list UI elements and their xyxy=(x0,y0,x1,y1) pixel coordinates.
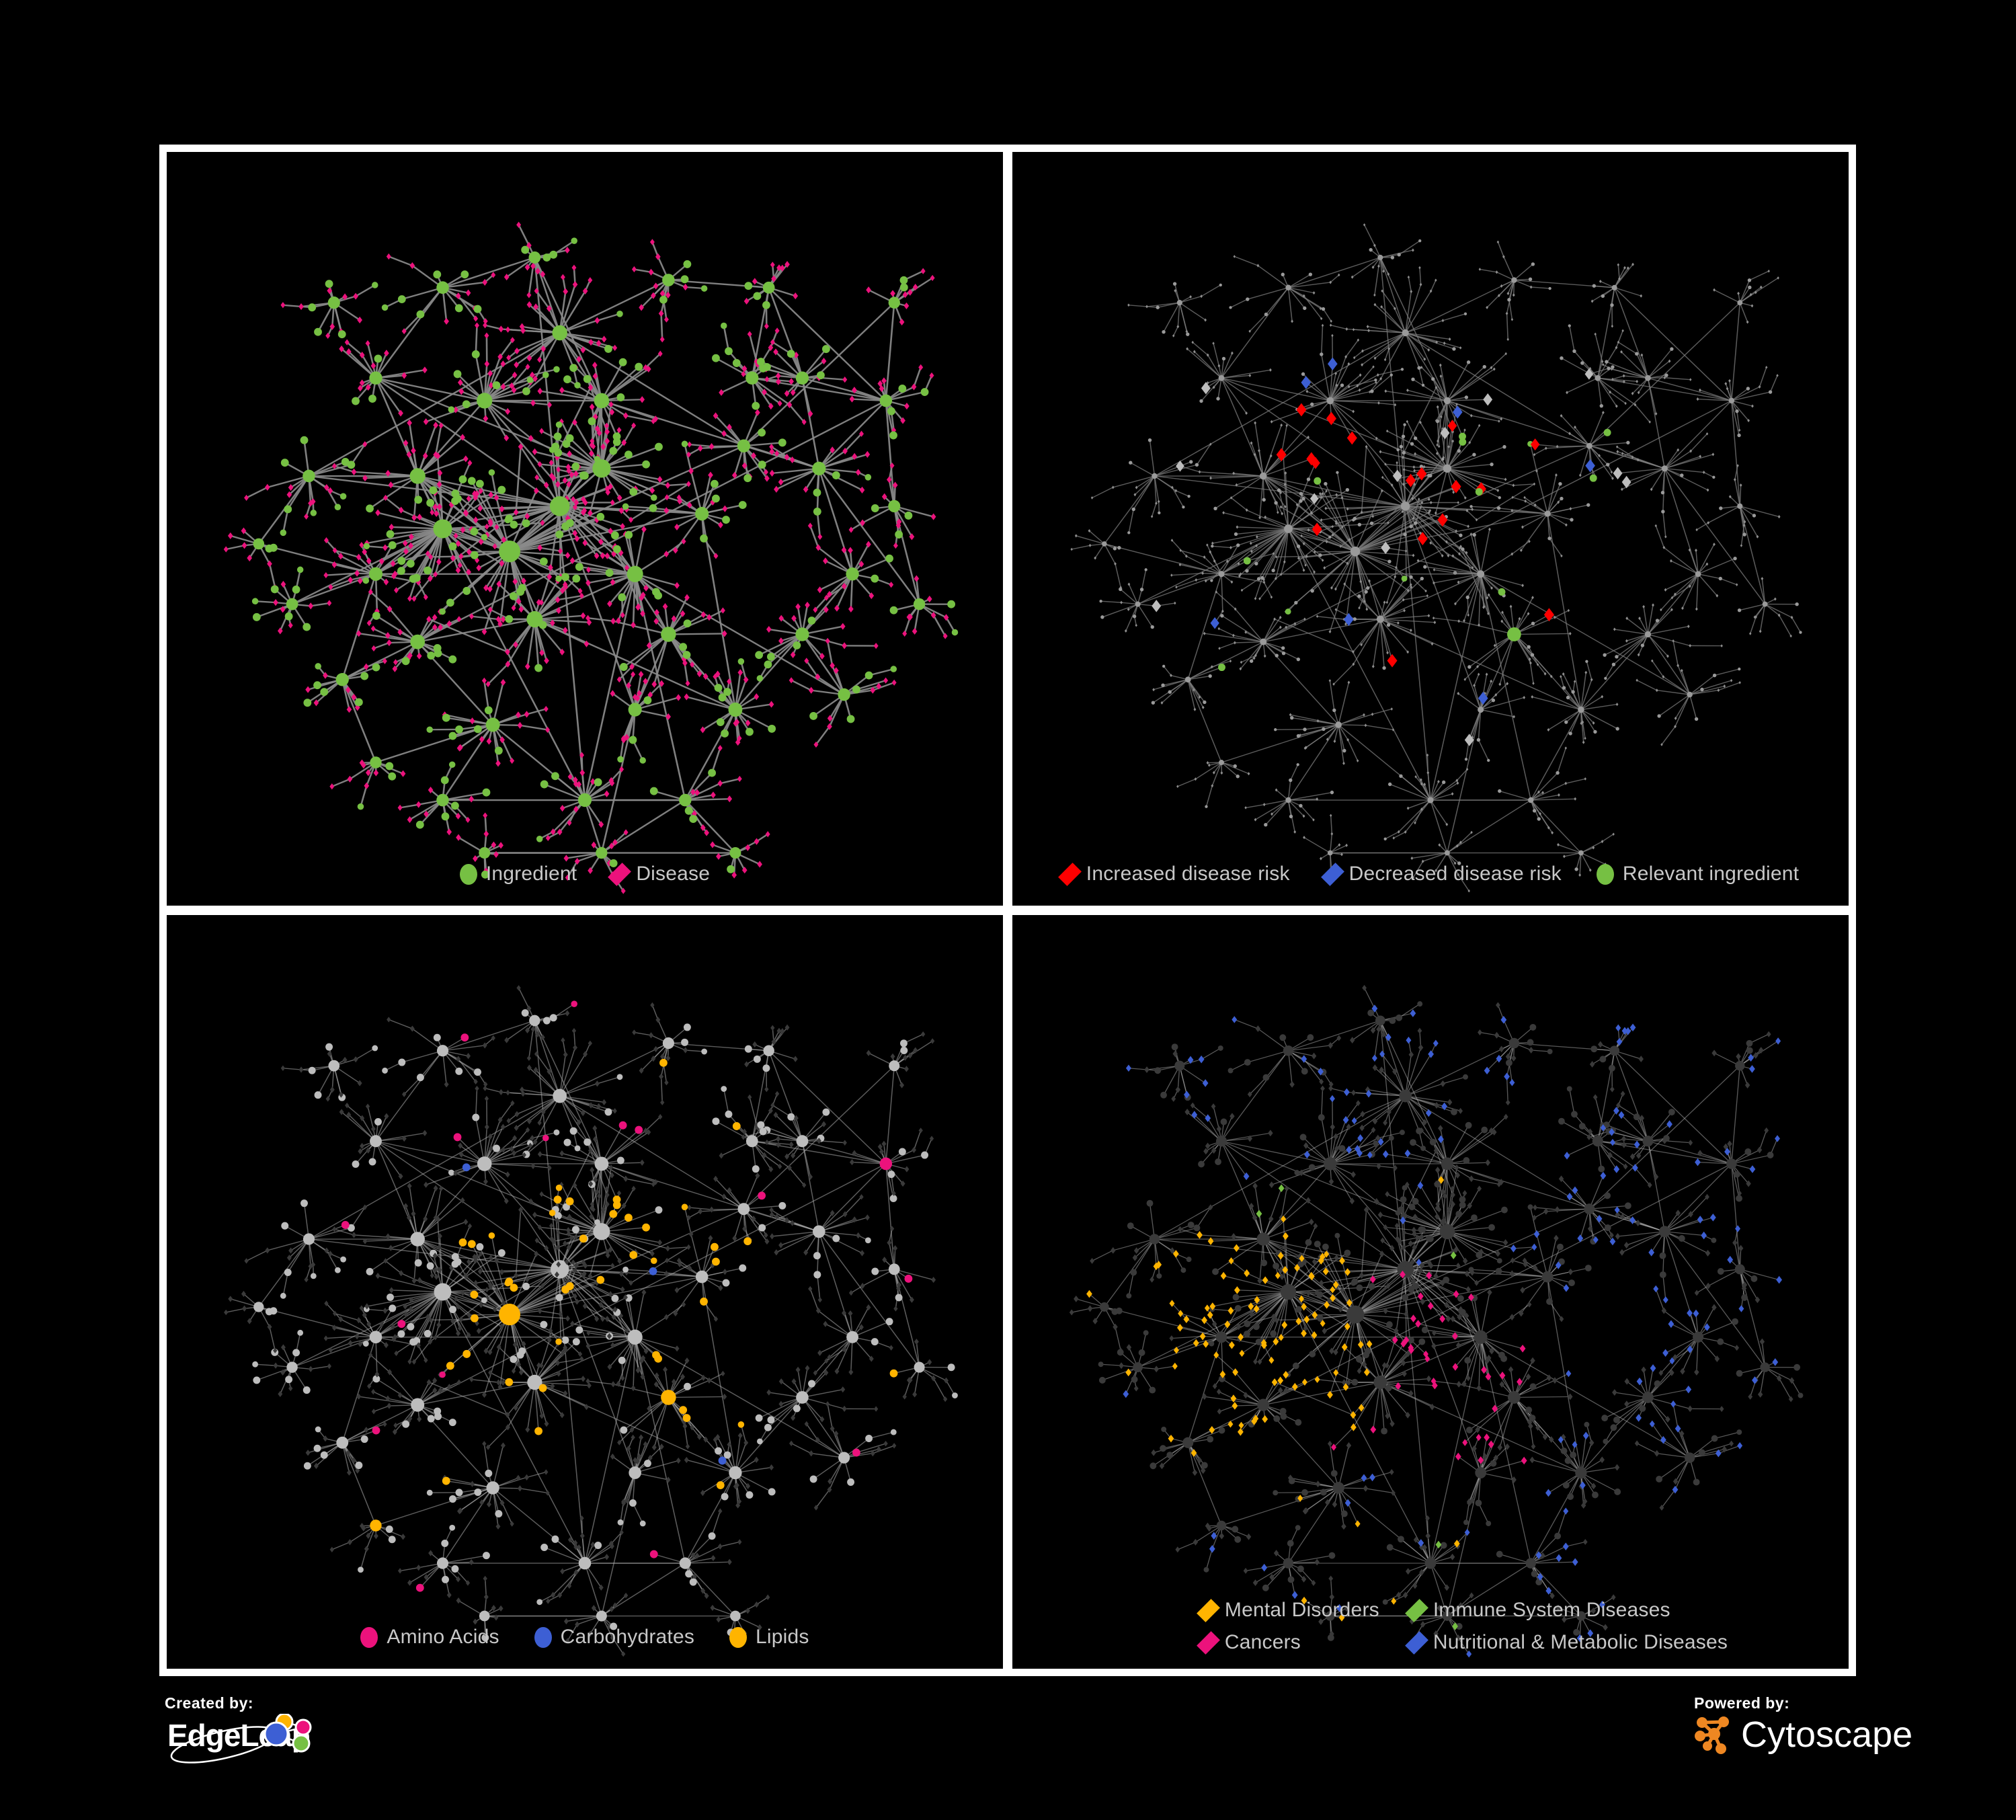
powered-by-kicker: Powered by: xyxy=(1694,1694,1790,1712)
created-by-kicker: Created by: xyxy=(165,1694,254,1712)
powered-by-cytoscape: Powered by: xyxy=(1694,1694,1912,1755)
cytoscape-wordmark: Cytoscape xyxy=(1741,1714,1913,1755)
edgeleap-mark-icon: EdgeLeap xyxy=(167,1714,312,1764)
cytoscape-mark-icon xyxy=(1695,1716,1729,1754)
panel-ingredient-disease: Ingredient Disease xyxy=(167,152,1003,906)
network-canvas-3 xyxy=(167,915,1003,1669)
edgeleap-logo: EdgeLeap xyxy=(165,1714,333,1764)
cytoscape-logo: Cytoscape xyxy=(1694,1714,1912,1755)
panel-ingredient-classes: Amino Acids Carbohydrates Lipids xyxy=(167,915,1003,1669)
network-canvas-1 xyxy=(167,152,1003,906)
network-canvas-2 xyxy=(1012,152,1849,906)
panel-grid: Ingredient Disease Increased disease ris… xyxy=(159,145,1856,1676)
panel-disease-risk: Increased disease risk Decreased disease… xyxy=(1012,152,1849,906)
network-canvas-4 xyxy=(1012,915,1849,1669)
footer: Created by: EdgeLeap Powered by xyxy=(0,1681,2016,1815)
created-by-edgeleap: Created by: EdgeLeap xyxy=(165,1694,333,1764)
panel-disease-classes: Mental Disorders Immune System Diseases … xyxy=(1012,915,1849,1669)
